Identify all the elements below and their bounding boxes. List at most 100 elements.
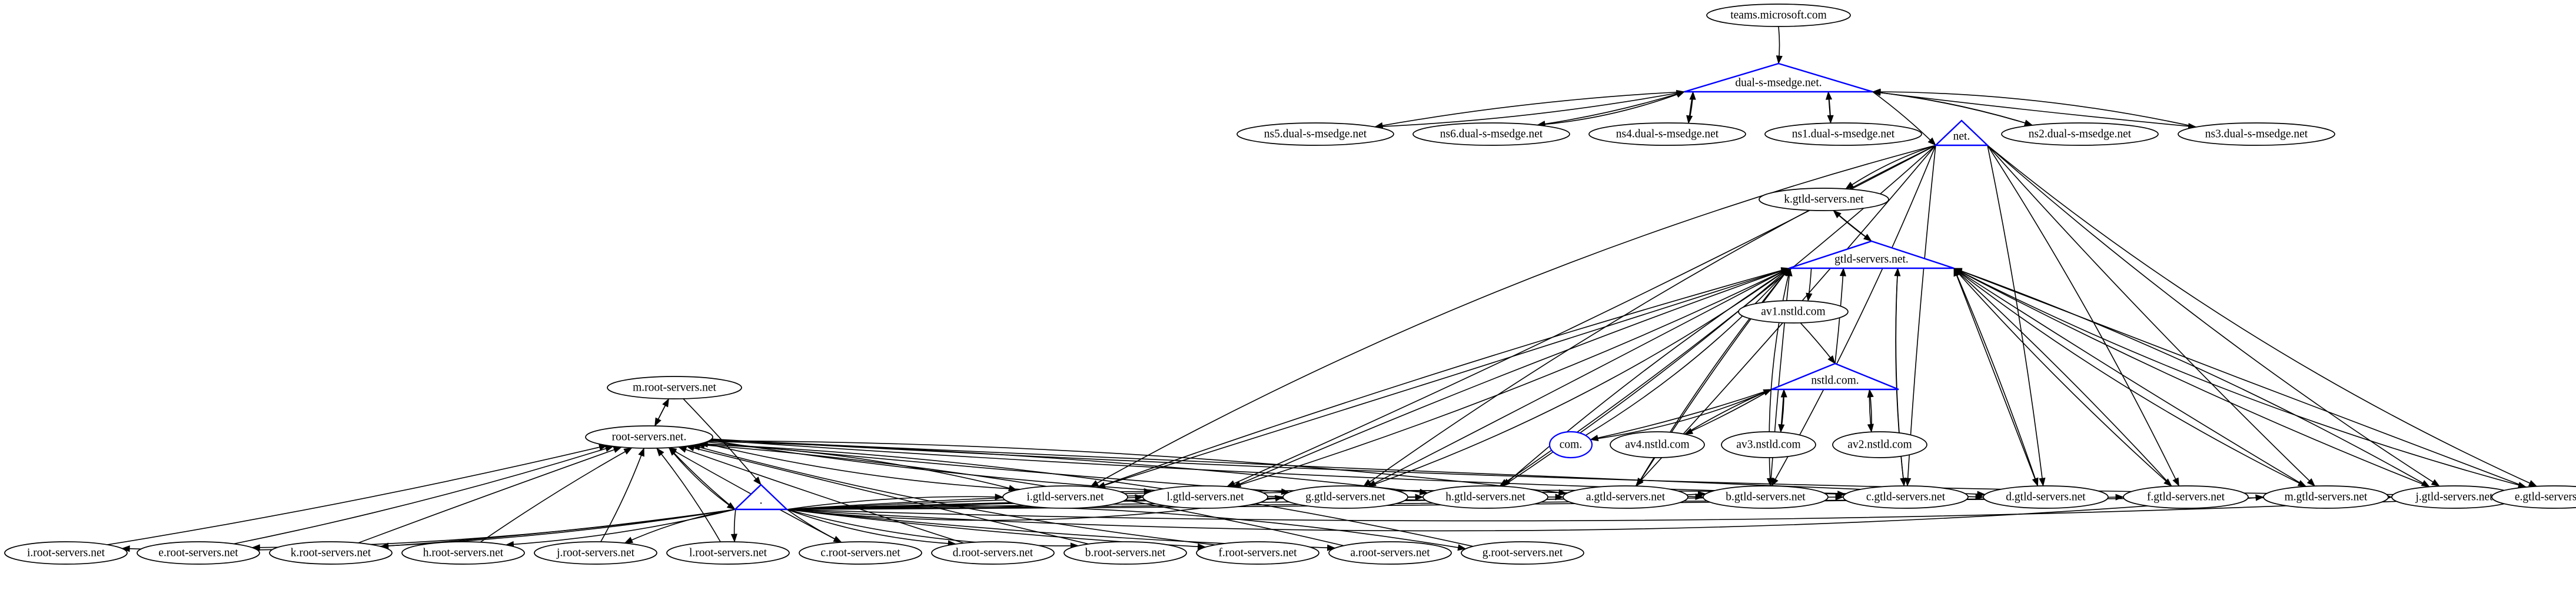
graph-node-fgtld[interactable]: f.gtld-servers.net xyxy=(2123,485,2249,509)
graph-node-ns3dual[interactable]: ns3.dual-s-msedge.net xyxy=(2178,122,2335,146)
graph-node-rootdot[interactable]: . xyxy=(733,484,789,511)
node-label: ns2.dual-s-msedge.net xyxy=(2029,128,2132,140)
graph-node-groot[interactable]: g.root-servers.net xyxy=(1461,541,1584,565)
graph-node-ns6dual[interactable]: ns6.dual-s-msedge.net xyxy=(1412,122,1570,146)
graph-edge xyxy=(1953,268,2306,487)
node-label: k.root-servers.net xyxy=(291,546,371,559)
edge-arrowhead xyxy=(2172,477,2179,487)
graph-edge xyxy=(480,447,633,543)
node-label: h.root-servers.net xyxy=(423,546,504,559)
graph-node-igtld[interactable]: i.gtld-servers.net xyxy=(1002,485,1128,509)
graph-node-kroot[interactable]: k.root-servers.net xyxy=(269,541,393,565)
graph-node-croot[interactable]: c.root-servers.net xyxy=(799,541,922,565)
node-ellipse-shape xyxy=(1563,485,1688,509)
graph-node-av4nstld[interactable]: av4.nstld.com xyxy=(1610,431,1705,458)
graph-node-gtldservers[interactable]: gtld-servers.net. xyxy=(1789,240,1955,269)
node-ellipse-shape xyxy=(1764,122,1922,146)
graph-node-ns5dual[interactable]: ns5.dual-s-msedge.net xyxy=(1237,122,1394,146)
graph-node-ns4dual[interactable]: ns4.dual-s-msedge.net xyxy=(1588,122,1746,146)
node-label: av3.nstld.com xyxy=(1736,438,1800,451)
edge-arrowhead xyxy=(1558,489,1567,496)
node-ellipse-shape xyxy=(2123,485,2249,509)
node-label: l.gtld-servers.net xyxy=(1166,491,1244,503)
edge-arrowhead xyxy=(1845,182,1854,189)
edge-arrowhead xyxy=(613,446,623,453)
graph-node-com[interactable]: com. xyxy=(1548,431,1593,459)
graph-edge xyxy=(1375,91,1685,128)
graph-node-mroot[interactable]: m.root-servers.net xyxy=(607,376,742,399)
node-label: m.root-servers.net xyxy=(633,381,716,394)
graph-edge xyxy=(1090,145,1936,488)
node-ellipse-shape xyxy=(2178,122,2335,146)
graph-node-agtld[interactable]: a.gtld-servers.net xyxy=(1563,485,1688,509)
edge-arrowhead xyxy=(1867,388,1874,398)
graph-node-iroot[interactable]: i.root-servers.net xyxy=(4,541,128,565)
graph-node-bgtld[interactable]: b.gtld-servers.net xyxy=(1703,485,1829,509)
graph-node-ns2dual[interactable]: ns2.dual-s-msedge.net xyxy=(2001,122,2159,146)
graph-edge xyxy=(1953,268,2527,488)
graph-node-aroot[interactable]: a.root-servers.net xyxy=(1328,541,1452,565)
node-ellipse-shape xyxy=(4,541,128,565)
node-ellipse-shape xyxy=(1002,485,1128,509)
graph-node-net[interactable]: net. xyxy=(1934,119,1989,146)
graph-edge xyxy=(1895,268,1905,486)
graph-node-dgtld[interactable]: d.gtld-servers.net xyxy=(1983,485,2109,509)
graph-node-nstld[interactable]: nstld.com. xyxy=(1771,362,1899,391)
graph-node-droot[interactable]: d.root-servers.net xyxy=(931,541,1055,565)
node-label: i.root-servers.net xyxy=(27,546,105,559)
node-ellipse-shape xyxy=(1588,122,1746,146)
node-ellipse-shape xyxy=(607,376,742,399)
graph-edge xyxy=(1953,268,2039,486)
node-ellipse-shape xyxy=(1983,485,2109,509)
graph-node-egtld[interactable]: e.gtld-servers.net xyxy=(2491,485,2576,509)
node-ellipse-shape xyxy=(1703,485,1829,509)
edge-arrowhead xyxy=(1781,268,1790,276)
graph-node-lgtld[interactable]: l.gtld-servers.net xyxy=(1142,485,1268,509)
graph-node-ggtld[interactable]: g.gtld-servers.net xyxy=(1282,485,1408,509)
node-label: h.gtld-servers.net xyxy=(1445,491,1525,503)
graph-node-jgtld[interactable]: j.gtld-servers.net xyxy=(2391,485,2517,509)
graph-node-mgtld[interactable]: m.gtld-servers.net xyxy=(2263,485,2389,509)
graph-node-av3nstld[interactable]: av3.nstld.com xyxy=(1721,431,1816,458)
node-layer: teams.microsoft.com dual-s-msedge.net. ns5… xyxy=(4,4,2576,565)
graph-node-rootzone[interactable]: root-servers.net. xyxy=(585,425,713,449)
graph-node-hroot[interactable]: h.root-servers.net xyxy=(401,541,525,565)
node-label: ns1.dual-s-msedge.net xyxy=(1792,128,1895,140)
node-label: gtld-servers.net. xyxy=(1834,253,1909,265)
node-label: f.gtld-servers.net xyxy=(2147,491,2225,503)
graph-node-eroot[interactable]: e.root-servers.net xyxy=(137,541,260,565)
node-label: a.gtld-servers.net xyxy=(1586,491,1666,503)
graph-edge xyxy=(700,443,1474,547)
edge-arrowhead xyxy=(1827,355,1836,364)
graph-edge xyxy=(624,509,736,544)
graph-node-jroot[interactable]: j.root-servers.net xyxy=(534,541,657,565)
edge-arrowhead xyxy=(1780,388,1787,398)
node-label: b.gtld-servers.net xyxy=(1726,491,1806,503)
graph-edge xyxy=(1502,268,1790,487)
graph-edge xyxy=(669,447,736,510)
graph-node-broot[interactable]: b.root-servers.net xyxy=(1063,541,1187,565)
graph-node-ns1dual[interactable]: ns1.dual-s-msedge.net xyxy=(1764,122,1922,146)
graph-node-teams[interactable]: teams.microsoft.com xyxy=(1706,4,1851,27)
node-label: ns4.dual-s-msedge.net xyxy=(1616,128,1719,140)
graph-node-dualsmsedge[interactable]: dual-s-msedge.net. xyxy=(1684,62,1873,93)
graph-edge xyxy=(656,448,721,542)
edge-arrowhead xyxy=(638,447,644,457)
graph-edge xyxy=(1953,268,2306,487)
edge-arrowhead xyxy=(1806,292,1813,302)
node-ellipse-shape xyxy=(1412,122,1570,146)
node-ellipse-shape xyxy=(2263,485,2389,509)
graph-edge xyxy=(1987,145,2044,486)
graph-node-cgtld[interactable]: c.gtld-servers.net xyxy=(1843,485,1969,509)
graph-node-lroot[interactable]: l.root-servers.net xyxy=(666,541,790,565)
graph-node-av1nstld[interactable]: av1.nstld.com xyxy=(1738,300,1849,324)
edge-arrowhead xyxy=(1837,491,1846,498)
graph-edge xyxy=(1872,91,1936,146)
edge-arrowhead xyxy=(656,447,664,456)
graph-node-av2nstld[interactable]: av2.nstld.com xyxy=(1832,431,1927,458)
node-ellipse-shape xyxy=(1142,485,1268,509)
graph-node-froot[interactable]: f.root-servers.net xyxy=(1196,541,1319,565)
graph-node-hgtld[interactable]: h.gtld-servers.net xyxy=(1422,485,1548,509)
graph-edge xyxy=(1845,145,1936,189)
graph-node-kgtld[interactable]: k.gtld-servers.net xyxy=(1759,188,1889,211)
